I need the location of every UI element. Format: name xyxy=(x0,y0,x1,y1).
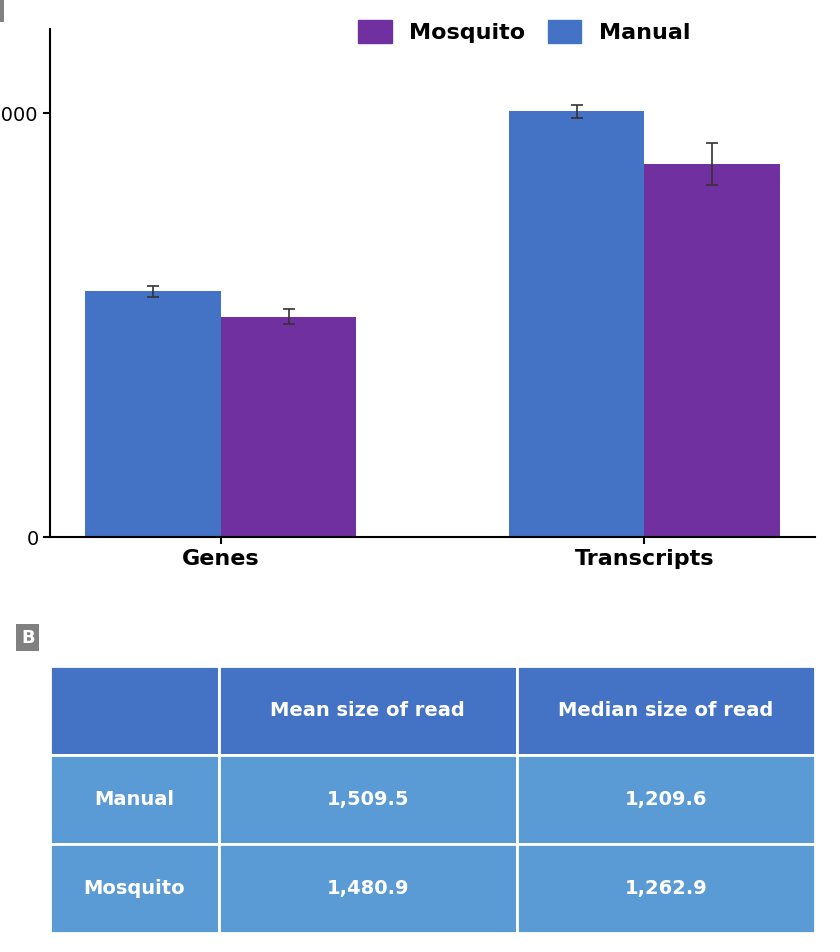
Text: Median size of read: Median size of read xyxy=(558,702,774,721)
Bar xyxy=(50,755,218,844)
Bar xyxy=(221,317,356,537)
Bar xyxy=(50,844,218,933)
Text: 1,509.5: 1,509.5 xyxy=(327,790,409,809)
Text: Manual: Manual xyxy=(94,790,175,809)
Text: B: B xyxy=(21,628,34,646)
Text: 1,480.9: 1,480.9 xyxy=(327,879,409,898)
Bar xyxy=(509,111,644,537)
Bar xyxy=(517,755,815,844)
Text: 1,209.6: 1,209.6 xyxy=(624,790,707,809)
Bar xyxy=(85,291,221,537)
Text: 1,262.9: 1,262.9 xyxy=(624,879,707,898)
Bar xyxy=(644,164,780,537)
Bar xyxy=(50,666,218,755)
Bar xyxy=(218,844,517,933)
Text: Mosquito: Mosquito xyxy=(84,879,186,898)
Bar xyxy=(218,755,517,844)
Legend: Mosquito, Manual: Mosquito, Manual xyxy=(347,10,701,54)
Bar xyxy=(218,666,517,755)
Bar xyxy=(517,666,815,755)
Bar xyxy=(517,844,815,933)
Text: Mean size of read: Mean size of read xyxy=(270,702,465,721)
